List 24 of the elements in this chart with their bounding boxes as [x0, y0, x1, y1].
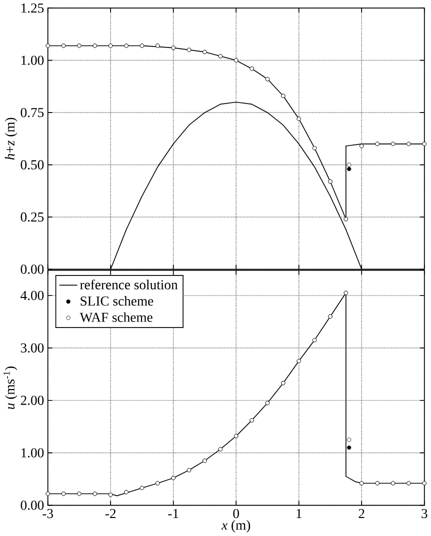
y-tick-label: 1.00 — [21, 448, 44, 458]
y-tick-label: 4.00 — [20, 290, 44, 300]
x-tick-label: -3 — [42, 508, 53, 518]
legend-label: reference solution — [80, 280, 178, 290]
y-tick-label: 0.75 — [20, 108, 44, 118]
x-axis-title: x (m) — [221, 520, 250, 532]
legend-label: WAF scheme — [80, 312, 152, 322]
x-tick-label: 1 — [296, 508, 302, 518]
x-tick-label: -1 — [168, 508, 178, 518]
y-tick-label: 3.00 — [20, 343, 44, 353]
y-axis-title: h+z (m) — [4, 118, 18, 160]
y-tick-label: 0.25 — [20, 212, 44, 222]
x-tick-label: 0 — [233, 508, 239, 518]
x-tick-label: -2 — [105, 508, 116, 518]
y-axis-title: u (ms$^{-1}$) — [3, 366, 18, 409]
x-tick-label: 3 — [421, 508, 428, 518]
y-tick-label: 0.00 — [20, 500, 44, 510]
x-tick-label: 2 — [358, 508, 364, 518]
legend-label: SLIC scheme — [80, 296, 154, 306]
y-tick-label: 2.00 — [20, 396, 44, 406]
y-tick-label: 1.00 — [21, 56, 44, 65]
y-tick-label: 1.25 — [21, 3, 44, 13]
y-tick-label: 0.50 — [20, 160, 44, 170]
y-tick-label: 0.00 — [20, 264, 44, 274]
